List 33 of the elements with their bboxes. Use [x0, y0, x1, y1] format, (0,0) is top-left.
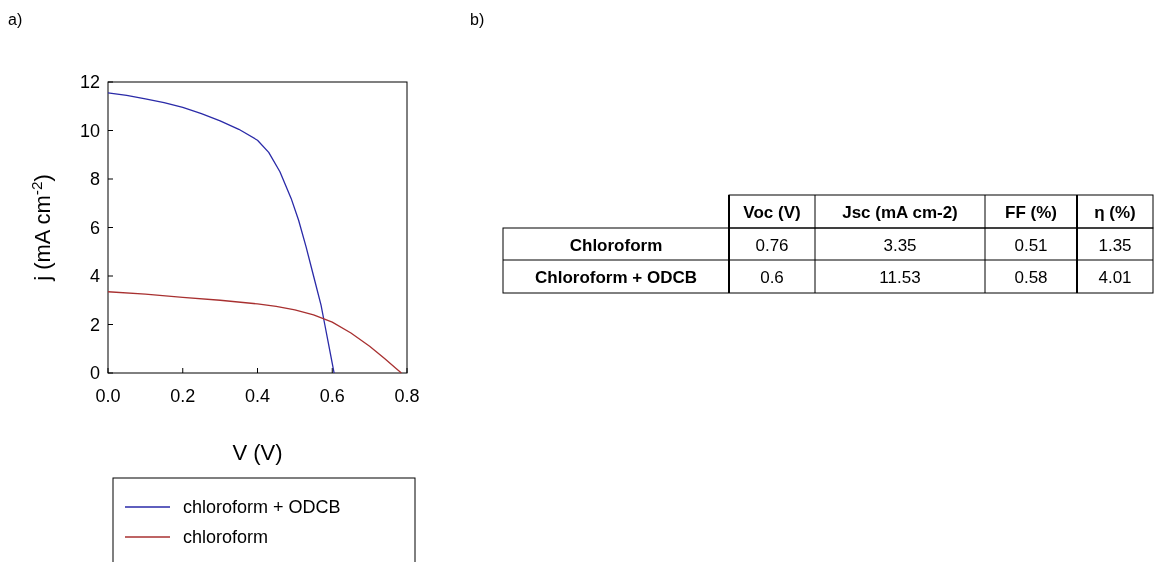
x-tick-label: 0.0 — [95, 386, 121, 406]
y-tick-label: 0 — [89, 363, 100, 383]
legend-label: chloroform — [183, 527, 269, 547]
text: 0.51 — [1014, 236, 1048, 255]
text: 4.01 — [1098, 268, 1132, 287]
category-label: Chloroform — [569, 236, 663, 255]
text: b) — [470, 11, 485, 28]
y-tick-label: 8 — [89, 169, 100, 189]
text: 0.58 — [1014, 268, 1048, 287]
y-tick-label: 2 — [89, 314, 100, 335]
text: 3.35 — [883, 236, 917, 255]
x-tick-label: 0.4 — [244, 386, 271, 406]
y-tick-label: 12 — [79, 72, 100, 92]
x-tick-label: 0.6 — [319, 386, 345, 406]
y-tick-label: 4 — [89, 266, 100, 286]
category-label: Jsc (mA cm-2) — [842, 203, 958, 222]
text: 0.6 — [760, 268, 784, 287]
category-label: Voc (V) — [743, 203, 801, 222]
category-label: FF (%) — [1005, 203, 1057, 222]
category-label: Chloroform + ODCB — [535, 268, 697, 287]
x-tick-label: 0.8 — [394, 386, 420, 406]
category-label: η (%) — [1094, 203, 1136, 222]
legend-label: chloroform + ODCB — [183, 497, 341, 517]
text: 11.53 — [879, 268, 921, 287]
line-series — [107, 291, 403, 374]
text: 0.76 — [755, 236, 789, 255]
line-series — [107, 92, 335, 374]
y-tick-label: 6 — [89, 217, 100, 238]
x-tick-label: 0.2 — [170, 386, 196, 406]
text: 1.35 — [1098, 236, 1132, 255]
text: a) — [8, 11, 23, 28]
y-tick-label: 10 — [79, 120, 100, 141]
x-axis-title: V (V) — [232, 440, 283, 465]
